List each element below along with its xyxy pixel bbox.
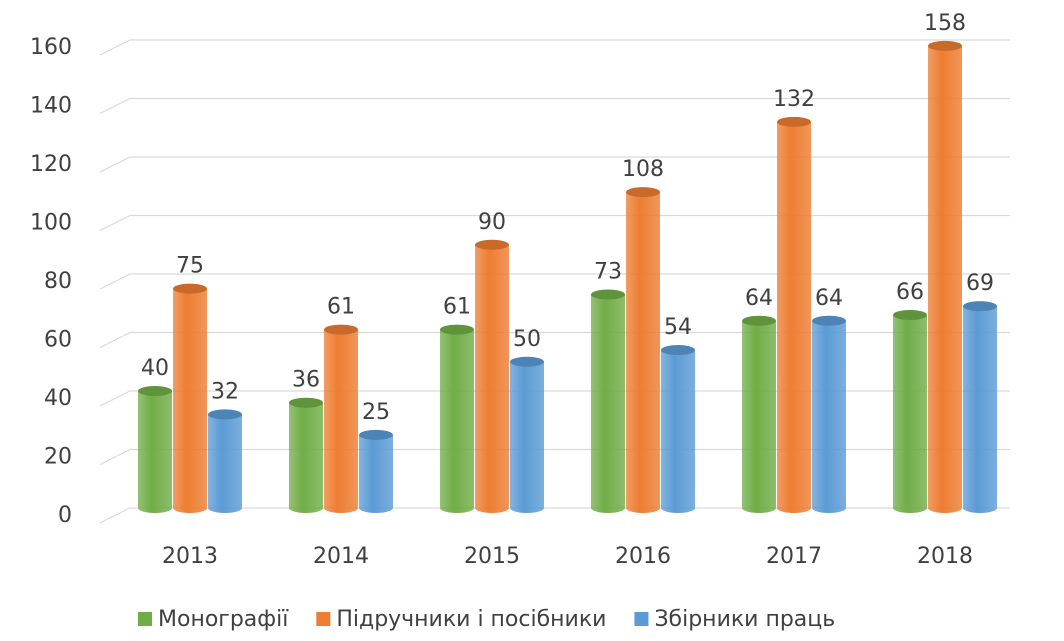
grid-line	[99, 39, 1010, 56]
data-label: 158	[924, 11, 966, 36]
y-tick-label: 40	[44, 386, 72, 411]
grid-line	[99, 448, 1010, 466]
y-tick-label: 60	[44, 328, 72, 353]
x-tick-label: 2016	[615, 544, 671, 569]
data-label: 64	[815, 286, 843, 311]
data-label: 108	[622, 157, 664, 182]
legend-swatch	[138, 612, 152, 626]
data-label: 64	[745, 286, 773, 311]
bar	[324, 324, 358, 513]
x-tick-label: 2015	[464, 544, 520, 569]
legend-item: Монографії	[138, 607, 289, 632]
x-tick-label: 2017	[766, 544, 822, 569]
grid-line	[99, 507, 1010, 524]
y-tick-label: 100	[30, 211, 72, 236]
data-label: 40	[141, 356, 169, 381]
bar	[475, 239, 509, 513]
legend-swatch	[316, 612, 331, 626]
data-label: 132	[773, 87, 815, 112]
legend-item: Підручники і посібники	[316, 607, 606, 632]
bar	[510, 356, 544, 513]
grid-line	[99, 97, 1010, 115]
bar	[812, 315, 846, 513]
data-label: 61	[443, 295, 471, 320]
data-label: 25	[362, 400, 390, 425]
bar	[963, 301, 997, 513]
data-label: 32	[211, 379, 239, 404]
data-label: 50	[513, 327, 541, 352]
data-label: 36	[292, 368, 320, 393]
data-label: 90	[478, 210, 506, 235]
data-label: 54	[664, 315, 692, 340]
y-tick-label: 120	[30, 152, 72, 177]
legend-label: Підручники і посібники	[336, 607, 606, 632]
bar	[893, 309, 927, 513]
bar	[742, 315, 776, 513]
grid-line	[99, 273, 1010, 290]
y-tick-label: 140	[30, 94, 72, 119]
legend-item: Збірники праць	[634, 607, 835, 632]
bar	[359, 429, 393, 513]
x-tick-label: 2013	[162, 544, 218, 569]
bar	[777, 116, 811, 514]
bar	[289, 397, 323, 513]
grid-line	[99, 156, 1010, 173]
data-label: 61	[327, 295, 355, 320]
y-tick-label: 20	[44, 445, 72, 470]
bar	[661, 345, 695, 513]
x-tick-label: 2018	[917, 544, 973, 569]
x-tick-label: 2014	[313, 544, 369, 569]
bar	[626, 187, 660, 513]
legend-label: Збірники праць	[654, 607, 835, 632]
y-tick-label: 80	[44, 269, 72, 294]
y-tick-label: 0	[58, 503, 72, 528]
grid-line	[99, 214, 1010, 232]
bar	[591, 289, 625, 513]
data-label: 66	[896, 280, 924, 305]
data-label: 75	[176, 254, 204, 279]
legend-swatch	[634, 612, 649, 626]
bar	[440, 324, 474, 513]
grid-line	[99, 390, 1010, 407]
data-label: 69	[966, 271, 994, 296]
data-label: 73	[594, 259, 622, 284]
y-tick-label: 160	[30, 35, 72, 60]
bar	[928, 40, 962, 513]
legend-label: Монографії	[158, 607, 289, 632]
grid-line	[99, 331, 1010, 349]
bar	[138, 386, 172, 513]
bar	[173, 283, 207, 513]
bar	[208, 409, 242, 513]
